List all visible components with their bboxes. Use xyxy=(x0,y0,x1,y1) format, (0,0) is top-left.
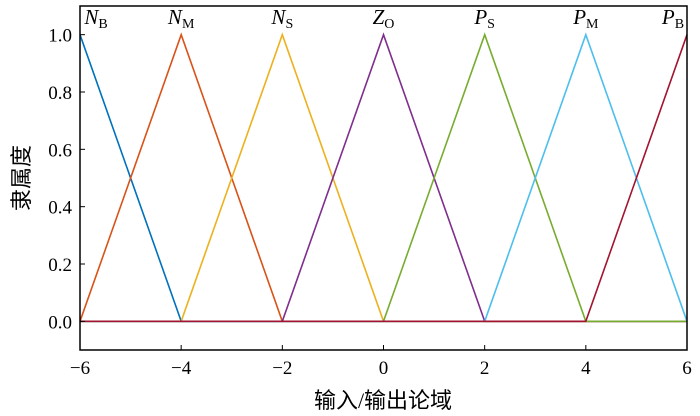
y-axis-label: 隶属度 xyxy=(9,145,34,211)
y-tick-label: 1.0 xyxy=(48,26,72,47)
series-label-ps: PS xyxy=(473,5,495,32)
axes-frame xyxy=(79,5,688,351)
x-tick-label: 2 xyxy=(480,358,490,379)
series-label-pm: PM xyxy=(572,5,599,32)
series-line-pb xyxy=(80,34,688,323)
y-tick-label: 0.8 xyxy=(48,83,72,104)
x-tick-label: −6 xyxy=(70,358,90,379)
series-line-ns xyxy=(80,32,687,323)
series-line-zo xyxy=(80,32,687,323)
series-line-nb xyxy=(79,34,687,323)
series-label-nm: NM xyxy=(167,5,195,32)
series-line-pm xyxy=(80,32,688,323)
series-line-ps xyxy=(80,32,687,323)
series-label-pb: PB xyxy=(661,5,684,32)
y-tick-label: 0.0 xyxy=(48,312,72,333)
y-tick-label: 0.4 xyxy=(48,198,72,219)
series-line-nm xyxy=(79,32,687,323)
x-tick-label: −2 xyxy=(272,358,292,379)
series-label-zo: ZO xyxy=(373,5,395,32)
y-tick-label: 0.2 xyxy=(48,255,72,276)
series-label-ns: NS xyxy=(270,5,293,32)
x-tick-label: 6 xyxy=(682,358,692,379)
x-tick-label: −4 xyxy=(171,358,192,379)
x-tick-label: 4 xyxy=(581,358,591,379)
x-axis-label: 输入/输出论域 xyxy=(314,388,452,413)
x-tick-label: 0 xyxy=(379,358,389,379)
plot-area: NB NM NS ZO PS PM PB −6 −4 −2 0 2 4 6 0.0 0.2 0.4 0.6 0.8 1… xyxy=(48,5,692,379)
y-tick-label: 0.6 xyxy=(48,140,72,161)
series-label-nb: NB xyxy=(83,5,107,32)
